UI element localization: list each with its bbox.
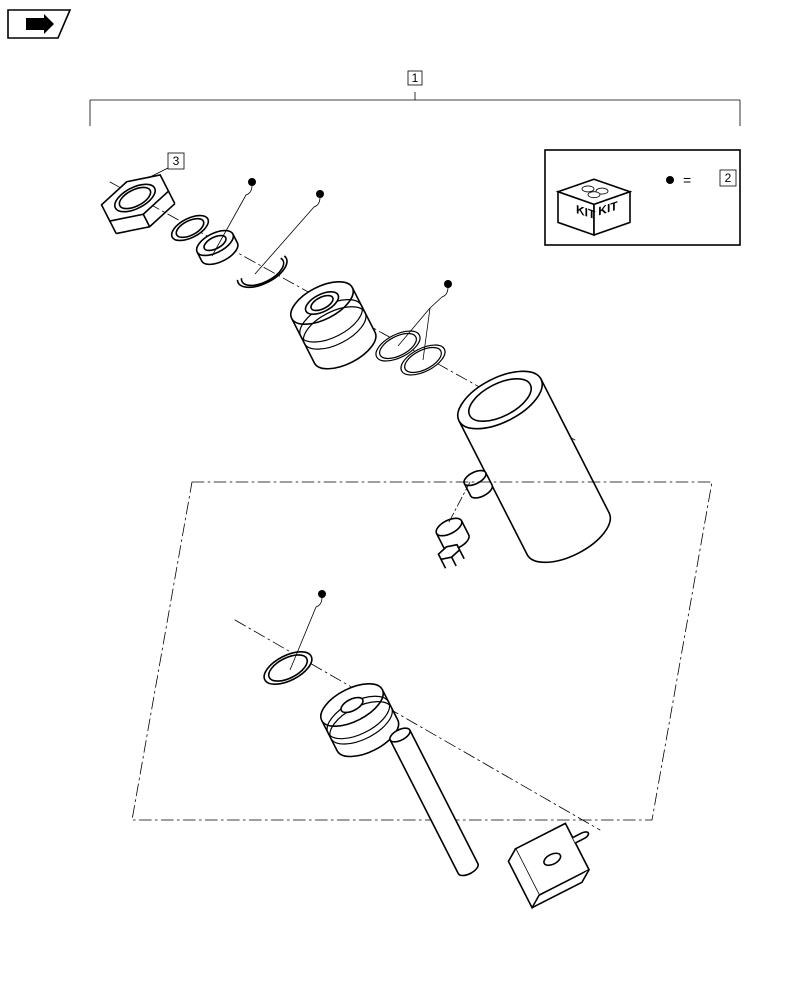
kit-cube-icon: KITKIT (558, 179, 630, 235)
piston-head (314, 675, 405, 765)
kit-equals: = (683, 172, 691, 188)
rod-eye (505, 816, 607, 908)
snap-ring (233, 250, 293, 295)
ref-label-2: 2 (725, 171, 732, 185)
piston-rod (388, 725, 480, 878)
port-plug (433, 482, 471, 571)
kit-bullet-leader (255, 190, 324, 274)
piston-seal (259, 645, 317, 691)
gland-body (284, 273, 382, 378)
axis-lower (235, 620, 600, 830)
ref-callout-3: 3 (148, 153, 184, 178)
hex-nut (97, 167, 179, 242)
ref-label-3: 3 (173, 154, 180, 168)
cylinder-barrel (449, 359, 619, 574)
kit-legend-box: = 2 KITKIT (545, 150, 740, 245)
nav-tab-icon (8, 10, 70, 38)
assembly-bracket: 1 (90, 71, 740, 126)
ref-label-1: 1 (412, 71, 419, 85)
